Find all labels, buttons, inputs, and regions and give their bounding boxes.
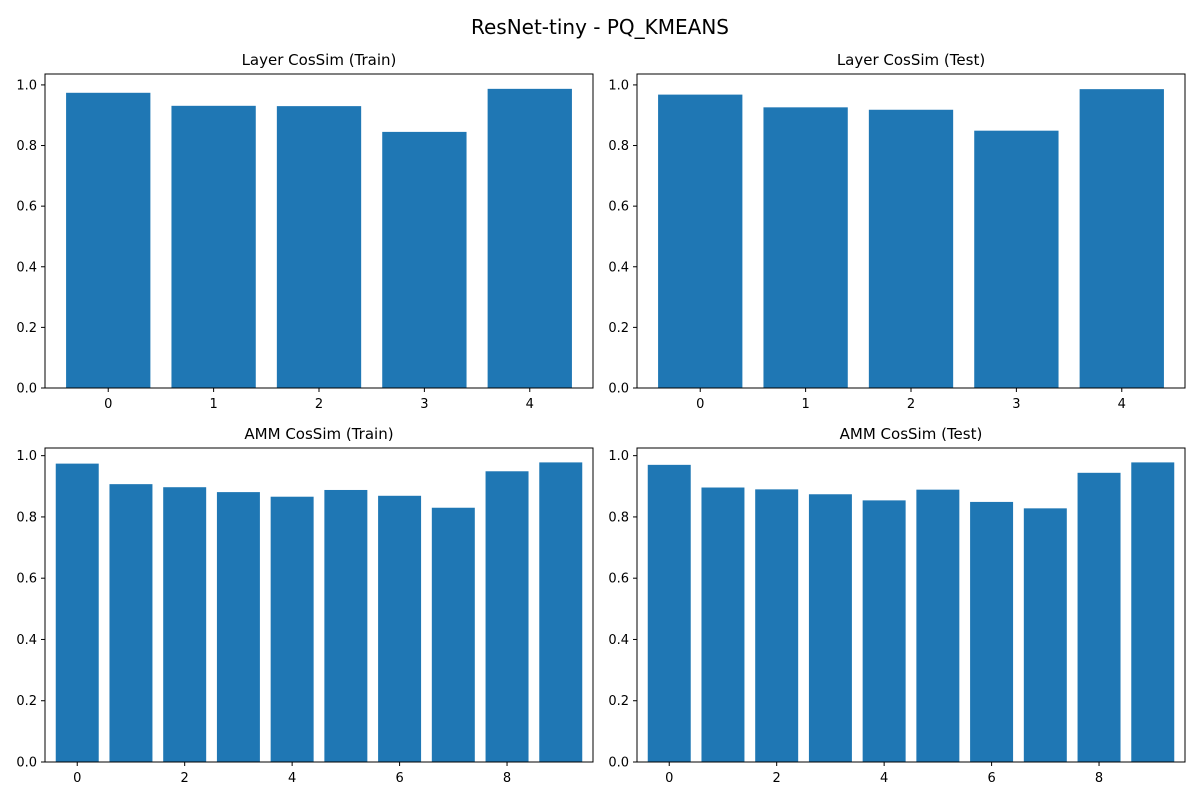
bar-3 [216, 492, 260, 762]
x-tick-label: 0 [696, 397, 704, 412]
y-tick-label: 0.0 [608, 382, 629, 397]
x-tick-label: 4 [1118, 397, 1126, 412]
bar-9 [1131, 462, 1175, 762]
bar-3 [382, 131, 467, 388]
bar-2 [755, 489, 799, 762]
y-tick-label: 0.2 [608, 694, 629, 709]
subplots: Layer CosSim (Train) 0.0 0.2 0.4 0.6 0.8 1.0 0 1… [16, 51, 1186, 786]
x-tick-label: 8 [1095, 771, 1103, 786]
x-tick-label: 0 [665, 771, 673, 786]
x-tick-label: 2 [181, 771, 189, 786]
x-tick-label: 3 [1012, 397, 1020, 412]
x-tick-label: 8 [503, 771, 511, 786]
x-tick-label: 4 [526, 397, 534, 412]
y-tick-label: 0.0 [16, 756, 37, 771]
bar-5 [916, 489, 960, 762]
x-tick-label: 1 [801, 397, 809, 412]
y-tick-label: 1.0 [608, 78, 629, 93]
axes-frame [44, 447, 594, 763]
bar-6 [970, 501, 1014, 762]
bar-0 [658, 94, 743, 389]
bar-3 [974, 130, 1059, 388]
y-tick-label: 0.4 [16, 260, 37, 275]
x-tick-label: 2 [315, 397, 323, 412]
y-tick-label: 0.6 [16, 572, 37, 587]
bar-2 [163, 487, 207, 762]
y-tick-label: 0.8 [16, 510, 37, 525]
x-tick-label: 0 [73, 771, 81, 786]
y-tick-label: 0.4 [608, 260, 629, 275]
y-tick-label: 0.4 [608, 633, 629, 648]
x-tick-label: 4 [288, 771, 296, 786]
y-tick-label: 0.2 [16, 321, 37, 336]
bar-5 [324, 489, 368, 762]
y-tick-label: 0.6 [16, 200, 37, 215]
bar-4 [1079, 89, 1164, 389]
bar-4 [487, 88, 572, 388]
x-tick-label: 6 [987, 771, 995, 786]
axes-frame [636, 447, 1186, 763]
x-tick-label: 0 [104, 397, 112, 412]
y-tick-label: 0.8 [16, 139, 37, 154]
subplot-title: AMM CosSim (Train) [244, 425, 393, 443]
y-tick-label: 0.0 [16, 382, 37, 397]
bar-4 [270, 496, 314, 762]
subplot-title: AMM CosSim (Test) [840, 425, 983, 443]
subplot-title: Layer CosSim (Train) [242, 51, 397, 69]
y-tick-label: 0.8 [608, 510, 629, 525]
bar-9 [539, 462, 583, 762]
subplot-1: Layer CosSim (Train) 0.0 0.2 0.4 0.6 0.8 1.0 0 1… [16, 51, 594, 412]
bar-0 [66, 92, 151, 388]
bar-8 [485, 471, 529, 762]
subplot-title: Layer CosSim (Test) [837, 51, 985, 69]
subplot-4: AMM CosSim (Test) 0.0 0.2 0.4 0.6 0.8 1.0 0 2 4 6 8 [608, 425, 1186, 786]
x-tick-label: 1 [209, 397, 217, 412]
subplot-3: AMM CosSim (Train) 0.0 0.2 0.4 0.6 0.8 1.0 0 2 4 6… [16, 425, 594, 786]
bar-1 [109, 484, 153, 762]
y-tick-label: 0.2 [16, 694, 37, 709]
y-tick-label: 0.6 [608, 572, 629, 587]
figure-title: ResNet-tiny - PQ_KMEANS [471, 15, 729, 39]
bar-4 [862, 500, 906, 762]
bar-7 [431, 507, 475, 762]
x-tick-label: 2 [773, 771, 781, 786]
x-tick-label: 4 [880, 771, 888, 786]
bar-3 [808, 494, 852, 762]
bar-1 [763, 107, 848, 388]
subplot-2: Layer CosSim (Test) 0.0 0.2 0.4 0.6 0.8 1.0 0 1 2… [608, 51, 1186, 412]
x-tick-label: 2 [907, 397, 915, 412]
y-tick-label: 0.2 [608, 321, 629, 336]
x-tick-label: 3 [420, 397, 428, 412]
bar-2 [276, 106, 362, 388]
y-tick-label: 1.0 [608, 449, 629, 464]
y-tick-label: 1.0 [16, 78, 37, 93]
y-tick-label: 0.8 [608, 139, 629, 154]
bar-8 [1077, 472, 1121, 762]
bar-7 [1023, 508, 1067, 762]
y-tick-label: 0.6 [608, 200, 629, 215]
x-tick-label: 6 [395, 771, 403, 786]
bar-1 [701, 487, 745, 762]
bar-6 [378, 495, 422, 762]
bar-0 [55, 463, 99, 762]
bar-2 [868, 109, 954, 388]
bar-0 [647, 464, 691, 762]
y-tick-label: 0.0 [608, 756, 629, 771]
y-tick-label: 1.0 [16, 449, 37, 464]
y-tick-label: 0.4 [16, 633, 37, 648]
bar-1 [171, 105, 256, 388]
